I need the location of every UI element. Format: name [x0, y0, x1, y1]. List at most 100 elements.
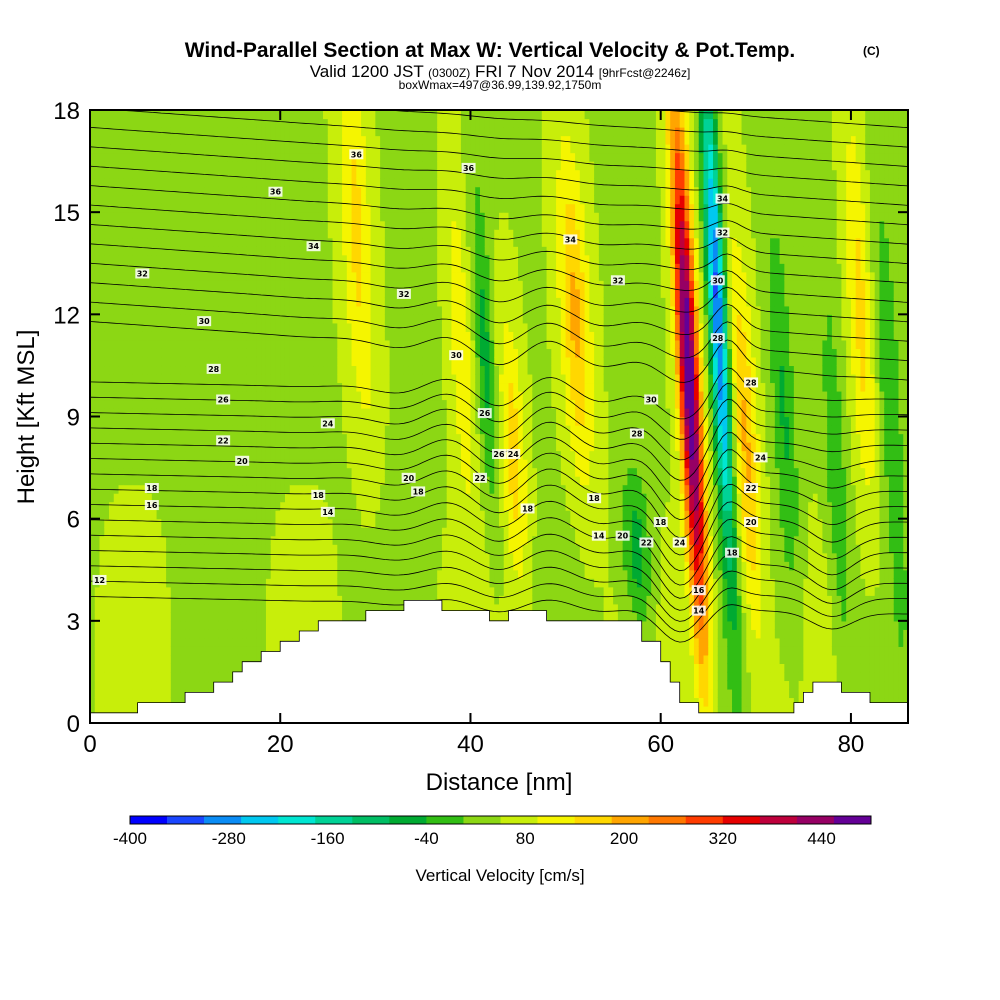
- velocity-cell: [404, 153, 409, 162]
- velocity-cell: [271, 604, 276, 613]
- velocity-cell: [266, 502, 271, 511]
- velocity-cell: [123, 663, 128, 672]
- velocity-cell: [333, 374, 338, 383]
- velocity-cell: [228, 255, 233, 264]
- velocity-cell: [328, 136, 333, 145]
- velocity-cell: [114, 348, 119, 357]
- velocity-cell: [271, 110, 276, 119]
- velocity-cell: [209, 161, 214, 170]
- velocity-cell: [295, 178, 300, 187]
- velocity-cell: [109, 604, 114, 613]
- velocity-cell: [314, 204, 319, 213]
- velocity-cell: [299, 595, 304, 604]
- velocity-cell: [114, 212, 119, 221]
- velocity-cell: [385, 136, 390, 145]
- velocity-cell: [161, 408, 166, 417]
- velocity-cell: [409, 255, 414, 264]
- velocity-cell: [242, 493, 247, 502]
- velocity-cell: [100, 280, 105, 289]
- velocity-cell: [337, 604, 342, 613]
- velocity-cell: [223, 417, 228, 426]
- velocity-cell: [409, 323, 414, 332]
- velocity-cell: [114, 451, 119, 460]
- velocity-cell: [114, 536, 119, 545]
- velocity-cell: [237, 280, 242, 289]
- velocity-cell: [356, 485, 361, 494]
- velocity-cell: [218, 178, 223, 187]
- velocity-cell: [375, 391, 380, 400]
- velocity-cell: [204, 340, 209, 349]
- velocity-cell: [361, 331, 366, 340]
- velocity-cell: [223, 382, 228, 391]
- velocity-cell: [252, 178, 257, 187]
- velocity-cell: [342, 425, 347, 434]
- velocity-cell: [209, 502, 214, 511]
- velocity-cell: [237, 204, 242, 213]
- velocity-cell: [295, 527, 300, 536]
- velocity-cell: [152, 221, 157, 230]
- velocity-cell: [352, 399, 357, 408]
- velocity-cell: [247, 161, 252, 170]
- velocity-cell: [119, 527, 124, 536]
- velocity-cell: [218, 655, 223, 664]
- velocity-cell: [104, 153, 109, 162]
- velocity-cell: [380, 485, 385, 494]
- velocity-cell: [128, 434, 133, 443]
- velocity-cell: [271, 374, 276, 383]
- velocity-cell: [157, 527, 162, 536]
- velocity-cell: [256, 502, 261, 511]
- velocity-cell: [123, 638, 128, 647]
- velocity-cell: [304, 357, 309, 366]
- velocity-cell: [142, 629, 147, 638]
- velocity-cell: [318, 382, 323, 391]
- velocity-cell: [190, 434, 195, 443]
- velocity-cell: [385, 536, 390, 545]
- velocity-cell: [266, 595, 271, 604]
- velocity-cell: [233, 306, 238, 315]
- velocity-cell: [180, 263, 185, 272]
- velocity-cell: [333, 229, 338, 238]
- velocity-cell: [275, 229, 280, 238]
- velocity-cell: [295, 144, 300, 153]
- chart-subtitle-box: boxWmax=497@36.99,139.92,1750m: [399, 78, 602, 92]
- velocity-cell: [157, 212, 162, 221]
- velocity-cell: [380, 417, 385, 426]
- velocity-cell: [375, 578, 380, 587]
- velocity-cell: [190, 553, 195, 562]
- velocity-cell: [280, 561, 285, 570]
- velocity-cell: [142, 187, 147, 196]
- velocity-cell: [356, 136, 361, 145]
- velocity-cell: [266, 527, 271, 536]
- velocity-cell: [404, 187, 409, 196]
- velocity-cell: [275, 553, 280, 562]
- velocity-cell: [409, 365, 414, 374]
- velocity-cell: [119, 348, 124, 357]
- velocity-cell: [356, 612, 361, 621]
- velocity-cell: [328, 459, 333, 468]
- velocity-cell: [404, 519, 409, 528]
- velocity-cell: [195, 519, 200, 528]
- velocity-cell: [147, 255, 152, 264]
- velocity-cell: [95, 153, 100, 162]
- velocity-cell: [390, 536, 395, 545]
- velocity-cell: [190, 161, 195, 170]
- velocity-cell: [114, 629, 119, 638]
- velocity-cell: [328, 604, 333, 613]
- velocity-cell: [380, 178, 385, 187]
- velocity-cell: [328, 442, 333, 451]
- velocity-cell: [190, 110, 195, 119]
- velocity-cell: [123, 544, 128, 553]
- velocity-cell: [161, 476, 166, 485]
- velocity-cell: [119, 629, 124, 638]
- velocity-cell: [266, 357, 271, 366]
- velocity-cell: [233, 510, 238, 519]
- velocity-cell: [185, 629, 190, 638]
- velocity-cell: [104, 246, 109, 255]
- velocity-cell: [309, 399, 314, 408]
- velocity-cell: [228, 570, 233, 579]
- velocity-cell: [375, 331, 380, 340]
- velocity-cell: [352, 587, 357, 596]
- velocity-cell: [342, 510, 347, 519]
- velocity-cell: [171, 663, 176, 672]
- velocity-cell: [280, 348, 285, 357]
